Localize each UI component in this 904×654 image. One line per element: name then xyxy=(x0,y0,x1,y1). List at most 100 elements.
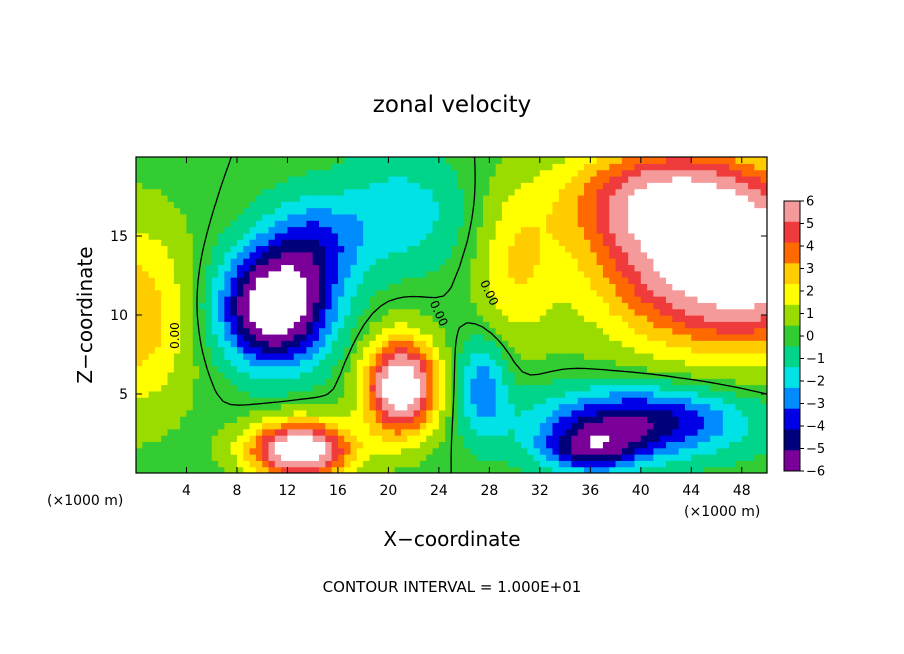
field-cell xyxy=(243,239,251,247)
field-cell xyxy=(293,302,301,310)
field-cell xyxy=(470,296,478,303)
field-cell xyxy=(628,371,636,379)
field-cell xyxy=(508,251,516,259)
field-cell xyxy=(281,409,289,417)
field-cell xyxy=(520,340,528,348)
field-cell xyxy=(426,226,434,234)
field-cell xyxy=(382,207,389,215)
field-cell xyxy=(678,201,686,209)
field-cell xyxy=(350,333,358,341)
field-cell xyxy=(356,194,364,202)
field-cell xyxy=(419,163,427,171)
field-cell xyxy=(722,308,730,316)
field-cell xyxy=(489,365,497,373)
field-cell xyxy=(571,302,579,310)
field-cell xyxy=(451,378,459,386)
field-cell xyxy=(634,403,642,411)
field-cell xyxy=(318,188,326,196)
field-cell xyxy=(577,403,585,411)
field-cell xyxy=(432,346,440,354)
field-cell xyxy=(678,321,686,329)
field-cell xyxy=(703,169,711,177)
field-cell xyxy=(722,182,730,190)
field-cell xyxy=(173,352,181,360)
field-cell xyxy=(672,226,680,234)
field-cell xyxy=(236,296,244,303)
field-cell xyxy=(659,220,667,228)
field-cell xyxy=(211,352,219,360)
field-cell xyxy=(684,460,692,468)
field-cell xyxy=(710,157,718,164)
field-cell xyxy=(344,435,352,442)
field-cell xyxy=(344,182,352,190)
field-cell xyxy=(142,435,150,442)
field-cell xyxy=(325,258,333,266)
field-cell xyxy=(628,390,636,398)
field-cell xyxy=(337,188,345,196)
field-cell xyxy=(495,340,503,348)
field-cell xyxy=(388,220,396,228)
field-cell xyxy=(729,157,737,164)
field-cell xyxy=(628,175,636,183)
field-cell xyxy=(142,169,150,177)
field-cell xyxy=(615,270,623,278)
field-cell xyxy=(514,220,522,228)
field-cell xyxy=(161,397,169,405)
field-cell xyxy=(552,182,560,190)
field-cell xyxy=(199,157,207,164)
field-cell xyxy=(716,175,724,183)
field-cell xyxy=(735,251,743,259)
field-cell xyxy=(136,182,143,190)
field-cell xyxy=(539,289,547,297)
field-cell xyxy=(514,333,522,341)
field-cell xyxy=(369,435,377,442)
field-cell xyxy=(520,226,528,234)
field-cell xyxy=(697,163,705,171)
field-cell xyxy=(369,308,377,316)
field-cell xyxy=(457,239,465,247)
field-cell xyxy=(426,409,434,417)
field-cell xyxy=(703,182,711,190)
field-cell xyxy=(306,321,314,329)
field-cell xyxy=(413,441,421,449)
field-cell xyxy=(426,378,434,386)
field-cell xyxy=(445,308,453,316)
field-cell xyxy=(426,277,434,284)
field-cell xyxy=(527,397,535,405)
field-cell xyxy=(476,359,484,367)
field-cell xyxy=(337,340,345,348)
field-cell xyxy=(533,371,541,379)
field-cell xyxy=(489,315,497,322)
field-cell xyxy=(520,163,528,171)
field-cell xyxy=(224,232,232,240)
field-cell xyxy=(281,283,289,291)
field-cell xyxy=(186,251,194,259)
field-cell xyxy=(312,201,320,209)
field-cell xyxy=(602,416,610,424)
field-cell xyxy=(754,270,762,278)
field-cell xyxy=(432,403,440,411)
field-cell xyxy=(691,397,699,405)
field-cell xyxy=(382,283,389,291)
field-cell xyxy=(312,308,320,316)
field-cell xyxy=(533,365,541,373)
field-cell xyxy=(300,333,307,341)
field-cell xyxy=(710,283,718,291)
field-cell xyxy=(331,340,339,348)
field-cell xyxy=(211,194,219,202)
field-cell xyxy=(262,277,270,284)
field-cell xyxy=(243,245,251,253)
field-cell xyxy=(186,365,194,373)
field-cell xyxy=(710,188,718,196)
field-cell xyxy=(489,466,497,473)
field-cell xyxy=(722,232,730,240)
field-cell xyxy=(281,194,289,202)
field-cell xyxy=(621,277,629,284)
field-cell xyxy=(483,390,490,398)
field-cell xyxy=(596,327,604,335)
field-cell xyxy=(697,270,705,278)
field-cell xyxy=(413,390,421,398)
field-cell xyxy=(552,264,560,272)
field-cell xyxy=(167,422,175,430)
field-cell xyxy=(451,435,459,442)
